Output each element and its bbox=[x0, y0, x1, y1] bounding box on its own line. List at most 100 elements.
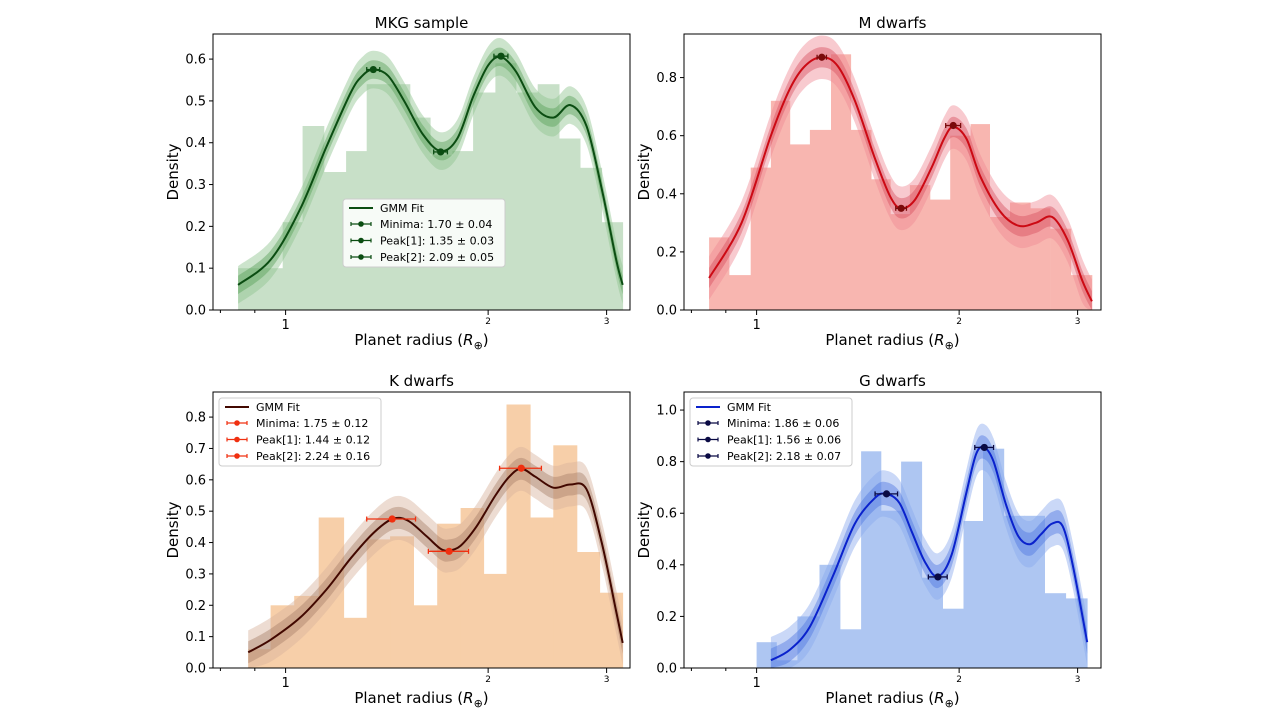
minima-point bbox=[895, 204, 908, 212]
y-tick-label: 0.0 bbox=[656, 304, 677, 319]
histogram-bar bbox=[861, 451, 882, 668]
legend-minima-label: Minima: 1.70 ± 0.04 bbox=[380, 218, 492, 231]
histogram-bar bbox=[1003, 515, 1025, 668]
x-label-prefix: Planet radius ( bbox=[354, 331, 463, 349]
legend-marker bbox=[705, 453, 711, 459]
y-axis-label: Density bbox=[635, 143, 653, 200]
histogram-bar bbox=[970, 124, 990, 310]
x-label-prefix: Planet radius ( bbox=[825, 689, 934, 707]
axes-frame bbox=[212, 391, 631, 669]
histogram-bar bbox=[901, 461, 923, 668]
histogram-bar bbox=[530, 517, 554, 668]
histogram-bar bbox=[1070, 275, 1093, 310]
histogram-bar bbox=[756, 642, 777, 668]
panel-m-dwarfs: 0.0 0.2 0.4 0.6 0.8 1 2 3 M dwarfs Planet radius … bbox=[635, 14, 1102, 352]
minima-point bbox=[433, 148, 449, 156]
x-label-suffix: ) bbox=[954, 689, 960, 707]
confidence-band-inner bbox=[238, 47, 623, 295]
marker bbox=[437, 148, 445, 156]
histogram-bar bbox=[880, 510, 902, 668]
histogram-bar bbox=[983, 448, 1005, 668]
y-tick-label: 0.2 bbox=[185, 599, 206, 614]
x-label-symbol: R bbox=[463, 689, 473, 707]
legend-marker bbox=[234, 453, 240, 459]
chart-title: M dwarfs bbox=[859, 14, 927, 32]
legend-fit-label: GMM Fit bbox=[727, 401, 772, 414]
x-label-symbol: R bbox=[934, 689, 944, 707]
x-axis-label: Planet radius (R⊕) bbox=[354, 689, 488, 710]
histogram-bar bbox=[599, 592, 624, 668]
x-label-prefix: Planet radius ( bbox=[825, 331, 934, 349]
y-axis-label: Density bbox=[164, 501, 182, 558]
histogram-bar bbox=[537, 84, 560, 310]
histogram-bar bbox=[890, 214, 911, 310]
y-tick-label: 0.7 bbox=[185, 442, 206, 457]
x-tick-label: 3 bbox=[1075, 675, 1081, 685]
histogram-bar bbox=[576, 552, 601, 668]
histogram-bar bbox=[871, 179, 891, 310]
peak2-point bbox=[974, 443, 995, 452]
histogram-bar bbox=[282, 222, 304, 310]
y-tick-label: 0.2 bbox=[185, 220, 206, 235]
histogram-bar bbox=[390, 536, 414, 668]
y-tick-label: 0.5 bbox=[185, 94, 206, 109]
minima-point bbox=[927, 573, 948, 581]
marker bbox=[980, 443, 988, 452]
histogram-bar bbox=[601, 222, 624, 310]
histogram-bar bbox=[302, 126, 325, 310]
legend-fit-label: GMM Fit bbox=[256, 401, 301, 414]
x-tick-label: 2 bbox=[956, 317, 962, 327]
peak1-point bbox=[816, 53, 828, 61]
histogram-bar bbox=[437, 523, 461, 668]
histogram-bar bbox=[797, 616, 820, 668]
histogram-bar bbox=[460, 508, 485, 668]
histogram-bar bbox=[343, 617, 368, 668]
gmm-fit-line bbox=[770, 445, 1089, 662]
peak1-point bbox=[366, 65, 381, 74]
histogram-bar bbox=[750, 167, 772, 310]
x-tick-label: 3 bbox=[604, 675, 610, 685]
panel-mkg-sample: 0.0 0.1 0.2 0.3 0.4 0.5 0.6 1 2 3 MKG sample Planet… bbox=[164, 14, 631, 352]
marker bbox=[949, 121, 957, 130]
histogram-bar bbox=[942, 608, 964, 668]
histogram bbox=[709, 54, 1093, 310]
x-label-prefix: Planet radius ( bbox=[354, 689, 463, 707]
axes-frame bbox=[683, 391, 1102, 669]
y-tick-label: 0.3 bbox=[185, 567, 206, 582]
marker bbox=[897, 204, 905, 212]
x-label-sub: ⊕ bbox=[945, 697, 954, 710]
y-tick-label: 0.4 bbox=[656, 187, 677, 202]
axes-frame bbox=[683, 33, 1102, 311]
peak1-point bbox=[366, 515, 417, 523]
histogram-bar bbox=[770, 100, 791, 310]
confidence-band-outer bbox=[770, 423, 1088, 668]
y-axis-label: Density bbox=[164, 143, 182, 200]
legend-marker bbox=[705, 436, 711, 443]
confidence-band-outer bbox=[238, 37, 623, 304]
histogram-bar bbox=[831, 54, 852, 310]
y-tick-label: 1.0 bbox=[656, 404, 677, 419]
histogram bbox=[756, 448, 1088, 668]
y-tick-label: 0.3 bbox=[185, 178, 206, 193]
histogram-bar bbox=[1030, 208, 1051, 310]
histogram-bar bbox=[930, 199, 951, 310]
x-tick-label: 2 bbox=[485, 317, 491, 327]
chart-title: G dwarfs bbox=[859, 372, 926, 390]
histogram-bar bbox=[950, 135, 971, 310]
y-tick-label: 0.1 bbox=[185, 262, 206, 277]
legend-marker bbox=[358, 254, 364, 260]
x-tick-label: 1 bbox=[752, 318, 760, 333]
legend-peak1-label: Peak[1]: 1.44 ± 0.12 bbox=[256, 434, 370, 447]
histogram-bar bbox=[366, 84, 389, 310]
confidence-band-inner bbox=[770, 435, 1088, 668]
marker bbox=[388, 515, 396, 523]
peak1-point bbox=[874, 490, 899, 498]
marker bbox=[445, 547, 453, 555]
marker bbox=[517, 464, 525, 472]
x-tick-label: 3 bbox=[1075, 317, 1081, 327]
histogram-bar bbox=[963, 521, 984, 668]
histogram-bar bbox=[809, 129, 832, 310]
x-label-suffix: ) bbox=[483, 689, 489, 707]
y-tick-label: 0.8 bbox=[185, 411, 206, 426]
